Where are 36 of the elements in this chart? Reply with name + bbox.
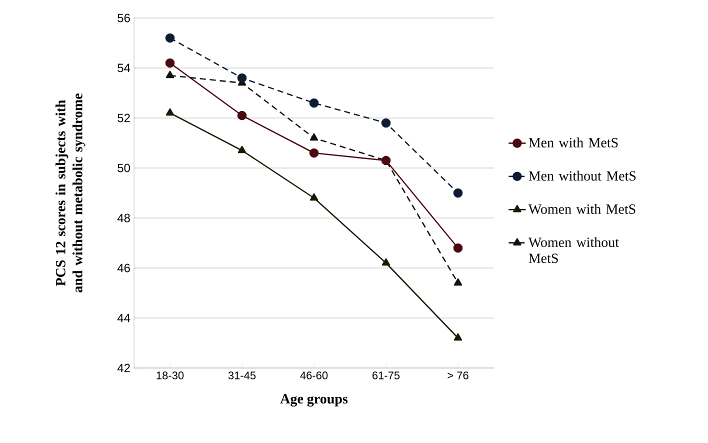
legend-label: Women without MetS (528, 237, 619, 264)
x-tick-label: > 76 (448, 372, 468, 380)
point (454, 278, 462, 286)
point (166, 108, 174, 116)
legend-label: Men without MetS (528, 170, 636, 181)
y-tick-label: 54 (118, 64, 130, 72)
point (382, 258, 390, 266)
point (165, 33, 175, 43)
point (166, 70, 174, 78)
y-tick-label: 50 (118, 164, 130, 172)
point (310, 133, 318, 141)
y-tick-label: 48 (117, 214, 130, 222)
legend-label: Men with MetS (528, 138, 618, 148)
point (238, 146, 246, 154)
point (237, 110, 247, 120)
x-tick-label: 31-45 (228, 372, 256, 380)
legend-label: Women with MetS (528, 204, 636, 214)
point (453, 188, 463, 198)
point (381, 118, 391, 128)
y-axis-title: PCS 12 scores in subjects with and without metabolic syndrome (56, 94, 86, 292)
y-tick-label: 44 (117, 314, 130, 322)
point (309, 98, 319, 108)
point (237, 73, 247, 83)
x-axis-title: Age groups (280, 394, 348, 407)
point (453, 243, 463, 253)
x-tick-label: 46-60 (300, 372, 328, 380)
x-tick-label: 18-30 (156, 372, 184, 380)
x-tick-label: 61-75 (372, 372, 400, 380)
point (165, 58, 175, 68)
point (309, 148, 319, 158)
y-tick-label: 52 (118, 114, 130, 122)
y-tick-label: 46 (117, 264, 130, 272)
y-tick-label: 42 (117, 364, 130, 372)
point (454, 333, 462, 341)
point (310, 193, 318, 201)
y-tick-label: 56 (118, 14, 130, 22)
